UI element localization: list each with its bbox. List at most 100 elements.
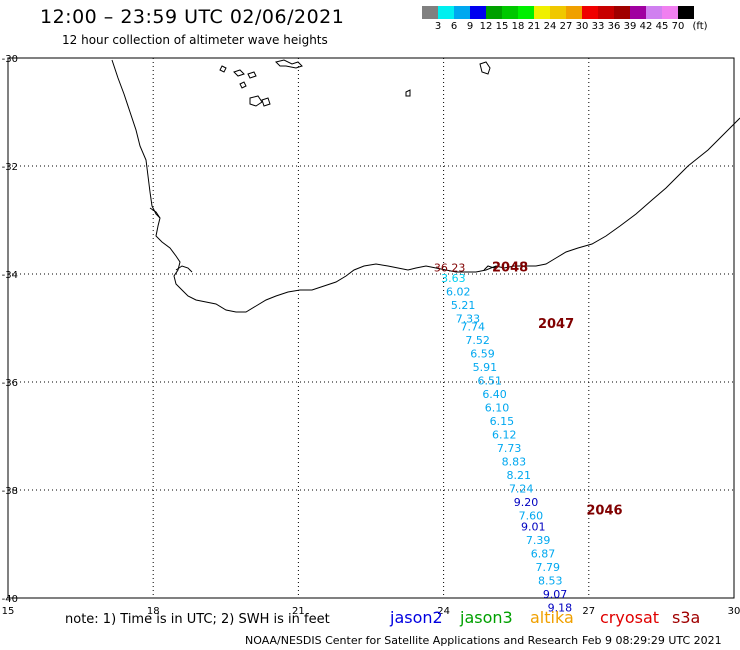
footnote: note: 1) Time is in UTC; 2) SWH is in fe… bbox=[65, 612, 330, 627]
scale-swatch bbox=[598, 6, 614, 19]
scale-swatch bbox=[518, 6, 534, 19]
map-frame bbox=[7, 57, 735, 599]
satellite-name-s3a: s3a bbox=[672, 608, 701, 627]
wave-height-value: 9.18 bbox=[548, 602, 573, 615]
wave-height-value: 6.51 bbox=[477, 375, 502, 388]
satellite-name-cryosat: cryosat bbox=[600, 608, 660, 627]
lat-tick-label: -30 bbox=[2, 54, 18, 65]
island-3 bbox=[247, 71, 257, 79]
satellite-name-altika: altika bbox=[530, 608, 574, 627]
island-1 bbox=[219, 65, 227, 73]
wave-height-value: 6.10 bbox=[485, 402, 510, 415]
wave-height-value: 36.23 bbox=[434, 261, 466, 274]
track-number-label: 2046 bbox=[586, 503, 622, 518]
wave-height-value: 6.59 bbox=[470, 348, 495, 361]
wave-height-value: 9.20 bbox=[514, 496, 539, 509]
wave-height-value: 7.39 bbox=[526, 534, 551, 547]
lat-tick-label: -38 bbox=[2, 486, 18, 497]
scale-label: 15 bbox=[495, 21, 509, 32]
track-number-label: 2047 bbox=[538, 317, 574, 332]
chart-title: 12:00 – 23:59 UTC 02/06/2021 bbox=[40, 6, 345, 28]
island-8 bbox=[405, 89, 411, 97]
color-scale-legend: 3 6 9 12 15 18 21 24 27 30 33 36 39 42 45 70 (ft) bbox=[422, 6, 708, 35]
color-scale-labels: 3 6 9 12 15 18 21 24 27 30 33 36 39 42 45 70 (ft) bbox=[422, 21, 708, 35]
scale-label: 9 bbox=[466, 21, 474, 32]
lon-tick-label: 24 bbox=[437, 606, 450, 617]
scale-swatch bbox=[566, 6, 582, 19]
wave-height-value: 9.07 bbox=[543, 588, 568, 601]
lat-tick-label: -40 bbox=[2, 594, 18, 605]
scale-label: 42 bbox=[639, 21, 653, 32]
lon-tick-label: 30 bbox=[728, 606, 740, 617]
satellite-name-jason2: jason2 bbox=[390, 608, 443, 627]
scale-label: 3 bbox=[434, 21, 442, 32]
track-labels: 2048 2047 2046 bbox=[492, 260, 623, 518]
scale-label: 45 bbox=[655, 21, 669, 32]
scale-swatch bbox=[582, 6, 598, 19]
lon-tick-label: 21 bbox=[292, 606, 305, 617]
scale-swatch bbox=[502, 6, 518, 19]
wave-height-value: 6.12 bbox=[492, 429, 517, 442]
lat-lon-grid bbox=[7, 57, 735, 599]
timestamp-text: Feb 9 08:29:29 UTC 2021 bbox=[582, 634, 722, 647]
wave-height-value: 7.52 bbox=[465, 334, 490, 347]
wave-height-value: 3.63 bbox=[441, 272, 466, 285]
wave-height-value: 7.33 bbox=[456, 313, 481, 326]
inner-bay-detail bbox=[149, 207, 499, 273]
scale-label: 6 bbox=[450, 21, 458, 32]
wave-height-value: 8.21 bbox=[507, 469, 532, 482]
wave-height-value: 8.53 bbox=[538, 575, 563, 588]
scale-label: 21 bbox=[527, 21, 541, 32]
axis-labels: 15 18 21 24 27 30 -30 -32 -34 -36 -38 -40 bbox=[2, 54, 740, 617]
south-africa-coastline bbox=[111, 59, 740, 313]
lon-tick-label: 27 bbox=[582, 606, 595, 617]
scale-label: 33 bbox=[591, 21, 605, 32]
lat-tick-label: -34 bbox=[2, 270, 18, 281]
lat-tick-label: -36 bbox=[2, 378, 18, 389]
scale-label: 36 bbox=[607, 21, 621, 32]
track-number-label: 2048 bbox=[492, 260, 528, 275]
lon-tick-label: 15 bbox=[2, 606, 15, 617]
wave-height-value: 7.24 bbox=[509, 483, 534, 496]
scale-swatch bbox=[470, 6, 486, 19]
scale-swatch bbox=[486, 6, 502, 19]
color-scale-swatches bbox=[422, 6, 694, 19]
scale-label: 27 bbox=[559, 21, 573, 32]
satellite-name-jason3: jason3 bbox=[460, 608, 513, 627]
wave-height-value: 8.83 bbox=[502, 456, 527, 469]
island-2 bbox=[233, 69, 245, 77]
scale-swatch bbox=[454, 6, 470, 19]
scale-label: 39 bbox=[623, 21, 637, 32]
wave-height-value: 7.79 bbox=[536, 561, 561, 574]
scale-swatch bbox=[614, 6, 630, 19]
scale-swatch bbox=[678, 6, 694, 19]
wave-height-value: 6.40 bbox=[482, 388, 507, 401]
island-7 bbox=[275, 59, 303, 69]
scale-swatch bbox=[630, 6, 646, 19]
coastline bbox=[111, 59, 740, 313]
wave-height-value: 6.02 bbox=[446, 286, 471, 299]
scale-swatch bbox=[422, 6, 438, 19]
wave-height-value: 6.15 bbox=[490, 415, 514, 428]
wave-height-value: 7.60 bbox=[519, 510, 544, 523]
scale-label: 18 bbox=[511, 21, 525, 32]
wave-height-value: 9.01 bbox=[521, 521, 546, 534]
credit-text: NOAA/NESDIS Center for Satellite Applica… bbox=[245, 634, 579, 647]
island-9 bbox=[479, 61, 491, 75]
wave-height-value: 7.74 bbox=[461, 321, 486, 334]
scale-swatch bbox=[438, 6, 454, 19]
scale-label: 24 bbox=[543, 21, 557, 32]
wave-height-value: 5.21 bbox=[451, 299, 476, 312]
island-5 bbox=[261, 97, 271, 107]
scale-label: 30 bbox=[575, 21, 589, 32]
scale-swatch bbox=[550, 6, 566, 19]
island-6 bbox=[239, 81, 247, 89]
lat-tick-label: -32 bbox=[2, 162, 18, 173]
chart-subtitle: 12 hour collection of altimeter wave hei… bbox=[62, 33, 328, 47]
island-4 bbox=[249, 95, 263, 107]
scale-label: 70 bbox=[671, 21, 685, 32]
scale-swatch bbox=[646, 6, 662, 19]
scale-label: 12 bbox=[479, 21, 493, 32]
scale-swatch bbox=[662, 6, 678, 19]
